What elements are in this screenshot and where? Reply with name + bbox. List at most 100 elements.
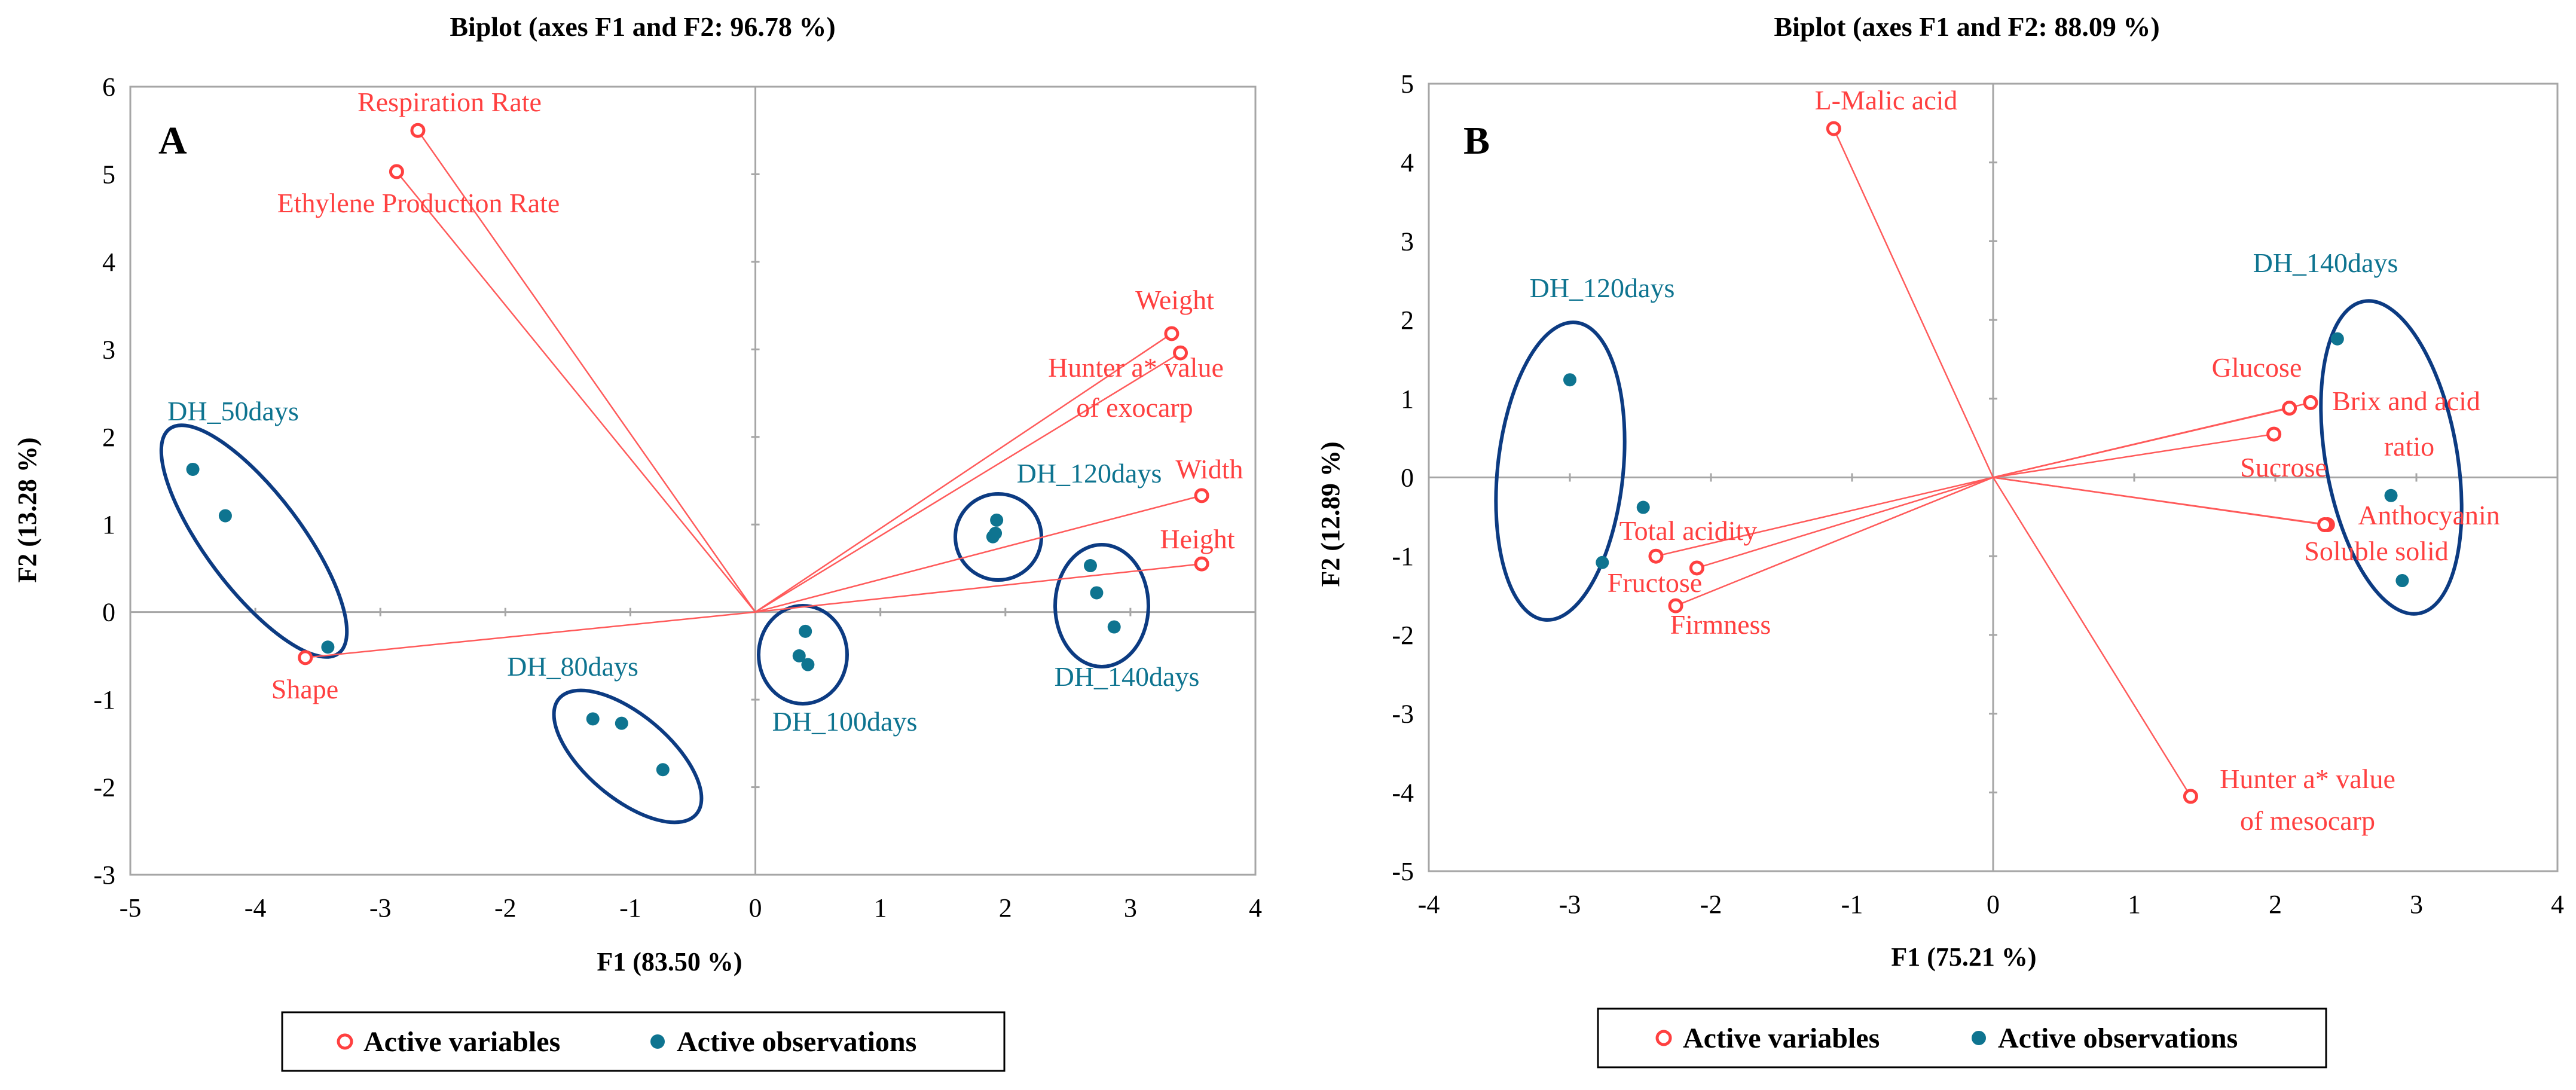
x-tick-label: 2 — [2269, 890, 2282, 919]
variable-label-l-malic-acid: L-Malic acid — [1815, 85, 1958, 115]
observation-point — [990, 513, 1004, 527]
variable-point — [1194, 556, 1209, 572]
x-tick-label: 3 — [1124, 893, 1137, 923]
ellipse-dh-50days — [159, 423, 349, 659]
variable-label-hunter-a-exocarp: Hunter a* value — [1048, 352, 1224, 383]
variable-vectors — [1655, 128, 2328, 797]
y-tick-label: 0 — [102, 598, 115, 627]
variable-label-hunter-a-mesocarp: Hunter a* value — [2220, 764, 2395, 794]
observation-point — [218, 509, 232, 523]
variable-label-soluble-solid: Soluble solid — [2304, 536, 2449, 566]
ellipse-dh-100days — [757, 604, 849, 706]
panel-label: A — [158, 119, 187, 163]
variable-point — [2266, 426, 2282, 442]
y-tick-label: 4 — [102, 248, 115, 277]
variable-vector — [754, 352, 1181, 613]
y-tick-label: 6 — [102, 72, 115, 102]
variable-vector — [1993, 402, 2311, 478]
legend-label-observations: Active observations — [677, 1026, 916, 1058]
variable-vector — [1675, 477, 1994, 607]
y-tick-label: 0 — [1401, 463, 1414, 493]
x-tick-label: 3 — [2410, 890, 2423, 919]
variable-point — [298, 650, 313, 665]
observation-markers — [1563, 332, 2409, 588]
x-tick-label: 1 — [2128, 890, 2141, 919]
group-ellipses — [159, 423, 1150, 825]
variable-markers — [1648, 121, 2335, 804]
group-label-dh-100days: DH_100days — [772, 706, 918, 737]
title: Biplot (axes F1 and F2: 96.78 %) — [450, 11, 835, 42]
variable-labels: L-Malic acid Glucose Brix and acid ratio… — [1608, 85, 2500, 836]
variable-label-shape: Shape — [271, 674, 338, 704]
y-tick-label: 3 — [1401, 227, 1414, 256]
y-tick-label: 1 — [1401, 384, 1414, 414]
group-labels: DH_120days DH_140days — [1530, 248, 2398, 303]
x-tick-label: -1 — [619, 893, 641, 923]
variable-point — [1173, 345, 1188, 361]
variable-vector — [1993, 433, 2274, 478]
panel-label: B — [1463, 119, 1490, 163]
y-tick-label: 5 — [102, 160, 115, 189]
variable-point — [1194, 488, 1209, 503]
variable-label-glucose: Glucose — [2212, 352, 2302, 383]
group-label-dh-50days: DH_50days — [167, 396, 299, 426]
observation-point — [656, 763, 670, 777]
legend-box — [281, 1011, 1006, 1072]
y-axis-label: F2 (12.89 %) — [1316, 441, 1345, 587]
x-tick-label: -1 — [1841, 890, 1863, 919]
variable-vector — [417, 130, 756, 613]
variable-label-sucrose: Sucrose — [2240, 452, 2327, 483]
group-label-dh-80days: DH_80days — [507, 651, 638, 682]
variable-vector — [755, 494, 1202, 613]
ellipse-dh-120days — [1494, 320, 1627, 622]
variable-vector — [754, 332, 1172, 613]
variable-label-ethylene-production-rate: Ethylene Production Rate — [277, 188, 560, 218]
observation-point — [586, 712, 600, 726]
legend-label-variables: Active variables — [1683, 1022, 1880, 1054]
y-tick-label: 1 — [102, 510, 115, 539]
plot-area — [129, 86, 1257, 876]
y-tick-label: 4 — [1401, 148, 1414, 178]
y-tick-label: 3 — [102, 335, 115, 364]
x-tick-labels: -5 -4 -3 -2 -1 0 1 2 3 4 — [120, 893, 1262, 923]
group-label-dh-140days: DH_140days — [2253, 248, 2398, 278]
observation-markers — [186, 462, 1121, 777]
panel-b: Biplot (axes F1 and F2: 88.09 %) -4 -3 -2-… — [1316, 11, 2564, 1068]
variable-point — [1648, 548, 1664, 564]
ellipse-dh-140days — [1053, 543, 1150, 668]
variable-vector — [1993, 477, 2325, 526]
observation-point — [615, 716, 628, 730]
variable-point — [2317, 517, 2333, 533]
x-tick-labels: -4 -3 -2 -1 0 1 2 3 4 — [1418, 890, 2564, 919]
observation-point — [2384, 488, 2398, 502]
y-tick-label: 5 — [1401, 69, 1414, 99]
observation-point — [792, 649, 806, 662]
variable-label-brix-and-acid-line2: ratio — [2384, 431, 2434, 462]
group-labels: DH_50days DH_80days DH_100days DH_120day… — [167, 396, 1199, 737]
variable-vector — [396, 171, 756, 613]
variable-point — [1689, 560, 1704, 576]
panel-a: Biplot (axes F1 and F2: 96.78 %) -5 -4 -3-… — [13, 11, 1262, 1072]
variable-point — [2303, 395, 2318, 410]
x-tick-label: -4 — [245, 893, 267, 923]
y-tick-label: -4 — [1392, 778, 1414, 807]
variable-vector — [1833, 128, 1994, 478]
variable-point — [1668, 598, 1683, 613]
variable-point — [410, 123, 426, 138]
variable-label-fructose: Fructose — [1608, 567, 1702, 598]
variable-vector — [305, 611, 756, 659]
x-tick-label: -3 — [369, 893, 392, 923]
observation-point — [801, 658, 815, 671]
variable-label-hunter-a-exocarp-line2: of exocarp — [1076, 392, 1193, 423]
x-tick-label: 0 — [1987, 890, 2000, 919]
legend: Active variables Active observations — [281, 1011, 1006, 1072]
y-tick-labels: -3 -2 -1 0 1 2 3 4 5 6 — [93, 72, 115, 890]
y-tick-label: -1 — [1392, 542, 1414, 571]
legend-label-observations: Active observations — [1998, 1022, 2238, 1054]
legend-marker-variables — [337, 1033, 353, 1050]
variable-label-anthocyanin: Anthocyanin — [2358, 500, 2500, 530]
observation-point — [2330, 332, 2344, 346]
x-tick-label: -2 — [1700, 890, 1722, 919]
variable-label-height: Height — [1160, 524, 1234, 554]
